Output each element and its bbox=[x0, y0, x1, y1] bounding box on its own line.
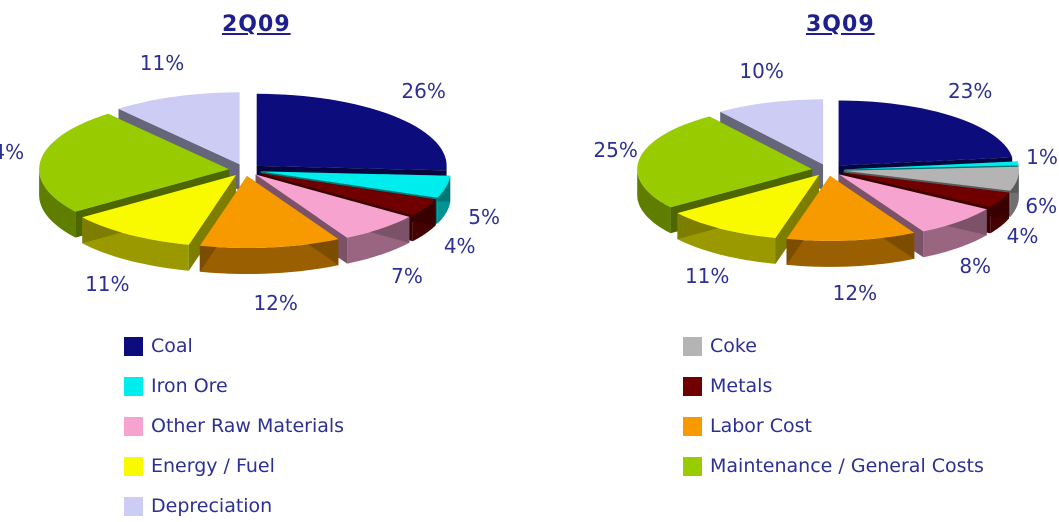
pie-2q09-slice-other-raw-materials bbox=[255, 174, 410, 238]
pie-2q09-side-maintenance-general-costs bbox=[39, 169, 76, 238]
legend-label: Iron Ore bbox=[151, 375, 228, 397]
legend-item-energy-fuel: Energy / Fuel bbox=[124, 453, 275, 479]
legend-swatch-coke bbox=[683, 336, 702, 356]
pie-2q09-slice-labor-cost bbox=[199, 176, 339, 248]
legend-swatch-iron-ore bbox=[124, 376, 143, 396]
pie-2q09-slice-iron-ore bbox=[260, 171, 451, 198]
pie-2q09-slice-energy-fuel bbox=[82, 175, 237, 245]
chart-title-3q09: 3Q09 bbox=[806, 12, 875, 37]
legend-label: Maintenance / General Costs bbox=[710, 455, 984, 477]
pie-2q09-slice-metals bbox=[259, 172, 436, 216]
legend-item-coal: Coal bbox=[124, 333, 193, 359]
pie-2q09-label-depreciation: 11% bbox=[139, 50, 185, 75]
legend-label: Energy / Fuel bbox=[151, 455, 275, 477]
legend-swatch-labor-cost bbox=[683, 416, 702, 436]
pie-3q09-slice-maintenance-general-costs bbox=[637, 116, 813, 208]
pie-3q09-slice-iron-ore bbox=[843, 161, 1019, 170]
legend-item-coke: Coke bbox=[683, 333, 757, 359]
pie-3q09-label-maintenance-general-costs: 25% bbox=[593, 138, 638, 163]
pie-3q09-label-coal: 23% bbox=[947, 79, 993, 103]
legend-item-maintenance-general-costs: Maintenance / General Costs bbox=[683, 453, 984, 479]
chart-title-2q09: 2Q09 bbox=[222, 12, 291, 37]
pie-2q09 bbox=[39, 92, 451, 274]
pie-3q09-slice-labor-cost bbox=[786, 175, 915, 241]
legend-label: Labor Cost bbox=[710, 415, 813, 437]
pie-3q09-slice-coal bbox=[838, 100, 1013, 166]
pie-3q09-label-energy-fuel: 11% bbox=[684, 264, 730, 289]
pie-2q09-slice-depreciation bbox=[118, 92, 240, 165]
legend-item-iron-ore: Iron Ore bbox=[124, 373, 228, 399]
legend-label: Coke bbox=[710, 335, 757, 357]
pie-2q09-slice-maintenance-general-costs bbox=[39, 113, 230, 212]
pie-2q09-label-metals: 4% bbox=[443, 234, 476, 259]
legend-item-depreciation: Depreciation bbox=[124, 493, 272, 519]
legend-label: Coal bbox=[151, 335, 193, 357]
legend-item-labor-cost: Labor Cost bbox=[683, 413, 812, 439]
pie-2q09-label-coal: 26% bbox=[401, 78, 446, 103]
legend-label: Other Raw Materials bbox=[151, 415, 345, 437]
pie-3q09-label-coke: 6% bbox=[1025, 193, 1058, 218]
pie-3q09-label-depreciation: 10% bbox=[739, 58, 784, 83]
legend-swatch-coal bbox=[124, 336, 143, 356]
legend-item-other-raw-materials: Other Raw Materials bbox=[124, 413, 344, 439]
pie-3q09 bbox=[637, 99, 1019, 267]
pie-3q09-slice-other-raw-materials bbox=[838, 174, 987, 232]
pie-3q09-side-maintenance-general-costs bbox=[637, 169, 671, 234]
legend-label: Depreciation bbox=[151, 495, 273, 517]
legend-swatch-maintenance-general-costs bbox=[683, 456, 702, 476]
legend-item-metals: Metals bbox=[683, 373, 772, 399]
pie-2q09-slice-coal bbox=[256, 93, 447, 171]
legend-swatch-depreciation bbox=[124, 496, 143, 516]
legend-swatch-other-raw-materials bbox=[124, 416, 143, 436]
pie-2q09-label-energy-fuel: 11% bbox=[85, 272, 130, 297]
legend-swatch-metals bbox=[683, 376, 702, 396]
pie-3q09-label-other-raw-materials: 8% bbox=[959, 254, 992, 279]
pie-3q09-slice-energy-fuel bbox=[677, 174, 820, 238]
legend-label: Metals bbox=[710, 375, 773, 397]
pie-3q09-slice-metals bbox=[842, 172, 1009, 208]
pie-3q09-slice-coke bbox=[843, 166, 1019, 191]
pie-2q09-label-other-raw-materials: 7% bbox=[391, 263, 423, 288]
pie-2q09-label-maintenance-general-costs: 24% bbox=[0, 140, 25, 165]
pie-2q09-label-iron-ore: 5% bbox=[468, 205, 500, 230]
pie-3q09-side-labor-cost bbox=[786, 232, 915, 267]
pie-3q09-label-metals: 4% bbox=[1006, 224, 1039, 248]
pie-2q09-label-labor-cost: 12% bbox=[253, 290, 298, 315]
pie-3q09-slice-depreciation bbox=[720, 99, 824, 165]
pie-2q09-side-labor-cost bbox=[199, 239, 339, 274]
legend-swatch-energy-fuel bbox=[124, 456, 143, 476]
pie-3q09-label-iron-ore: 1% bbox=[1026, 144, 1058, 169]
pie-3q09-label-labor-cost: 12% bbox=[832, 280, 878, 305]
